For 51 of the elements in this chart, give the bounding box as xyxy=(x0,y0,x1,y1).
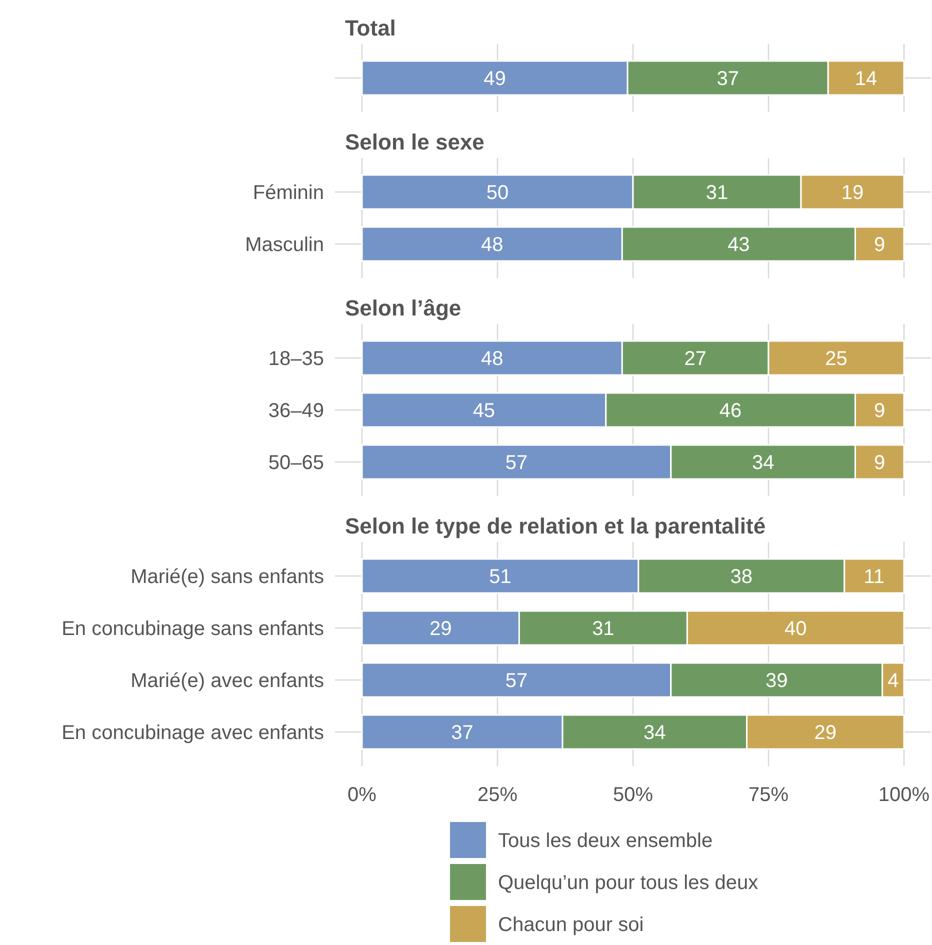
data-label: 27 xyxy=(684,348,706,370)
data-label: 9 xyxy=(874,452,886,474)
x-tick-label: 0% xyxy=(348,784,377,806)
y-tick-label: Marié(e) sans enfants xyxy=(130,566,324,588)
data-label: 9 xyxy=(874,400,886,422)
data-label: 11 xyxy=(864,566,885,588)
chart-title: Selon l’âge xyxy=(345,296,462,321)
data-label: 29 xyxy=(429,618,452,640)
data-label: 48 xyxy=(480,348,504,370)
data-label: 43 xyxy=(728,234,750,256)
data-label: 29 xyxy=(814,722,837,744)
data-label: 38 xyxy=(730,566,753,588)
data-label: 34 xyxy=(644,722,666,744)
data-label: 14 xyxy=(854,68,878,90)
data-label: 51 xyxy=(489,566,512,588)
data-label: 37 xyxy=(451,722,474,744)
data-label: 49 xyxy=(484,68,506,90)
data-label: 39 xyxy=(766,670,788,692)
data-label: 19 xyxy=(841,182,864,204)
data-label: 45 xyxy=(472,400,496,422)
data-label: 50 xyxy=(486,182,509,204)
y-tick-label: En concubinage avec enfants xyxy=(62,722,324,744)
y-tick-label: Féminin xyxy=(252,182,324,204)
x-tick-label: 100% xyxy=(878,784,930,806)
x-tick-label: 50% xyxy=(612,784,654,806)
data-label: 31 xyxy=(592,618,614,640)
data-label: 48 xyxy=(480,234,504,256)
data-label: 37 xyxy=(716,68,739,90)
data-label: 57 xyxy=(505,452,528,474)
legend-label: Tous les deux ensemble xyxy=(498,830,713,852)
chart-title: Selon le sexe xyxy=(345,130,484,155)
chart-title: Selon le type de relation et la parentalité xyxy=(345,514,766,539)
y-tick-label: 18–35 xyxy=(268,348,324,370)
y-tick-label: En concubinage sans enfants xyxy=(62,618,324,640)
data-label: 57 xyxy=(505,670,528,692)
x-tick-label: 75% xyxy=(748,784,789,806)
legend-label: Chacun pour soi xyxy=(498,914,644,936)
data-label: 25 xyxy=(825,348,848,370)
data-label: 40 xyxy=(784,618,807,640)
y-tick-label: Marié(e) avec enfants xyxy=(130,670,324,692)
data-label: 4 xyxy=(888,670,899,692)
data-label: 34 xyxy=(752,452,774,474)
legend-label: Quelqu’un pour tous les deux xyxy=(498,872,758,894)
data-label: 46 xyxy=(719,400,742,422)
y-tick-label: 50–65 xyxy=(268,452,324,474)
data-label: 9 xyxy=(874,234,886,256)
x-tick-label: 25% xyxy=(477,784,518,806)
data-label: 31 xyxy=(706,182,728,204)
y-tick-label: Masculin xyxy=(245,234,324,256)
y-tick-label: 36–49 xyxy=(268,400,324,422)
chart-title: Total xyxy=(345,16,396,41)
